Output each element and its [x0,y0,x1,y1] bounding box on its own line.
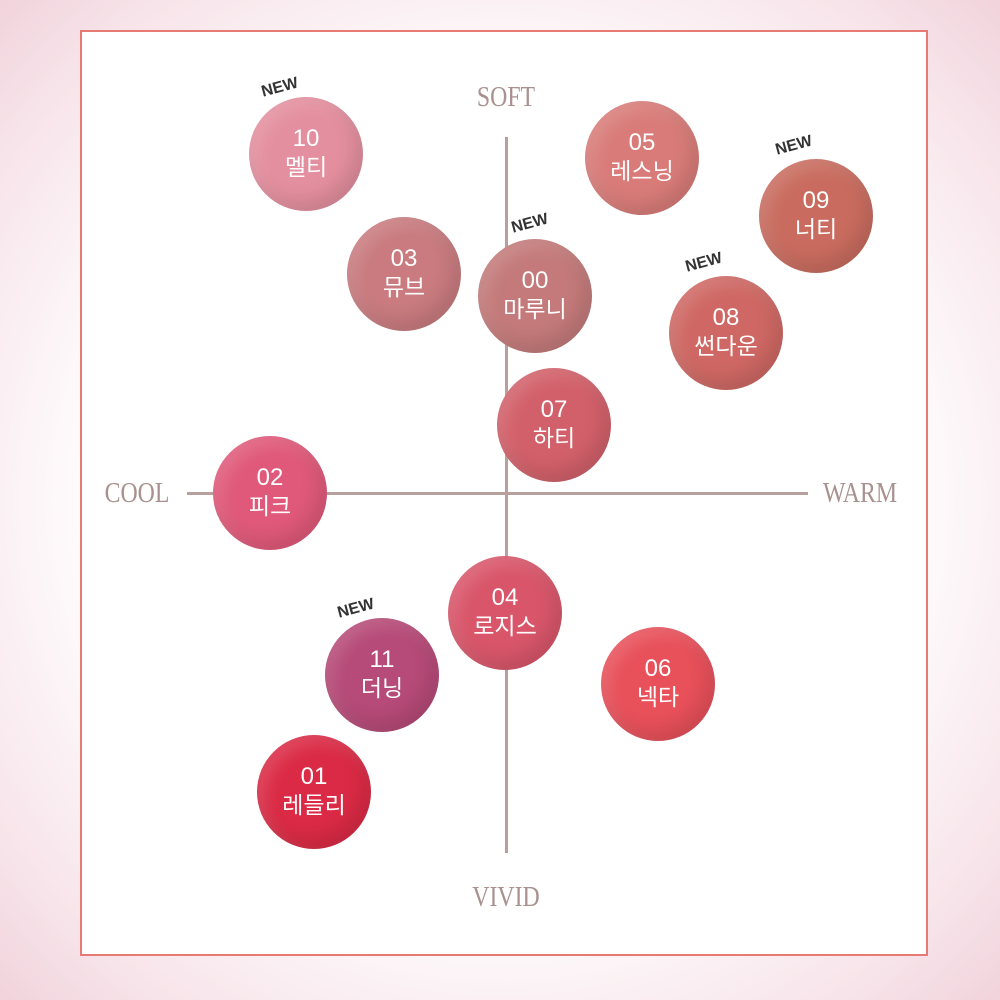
shade-name: 썬다운 [694,334,758,360]
shade-swatch-01: 01 레들리 [257,735,371,849]
shade-swatch-02: 02 피크 [213,436,327,550]
shade-number: 00 [521,267,549,294]
shade-swatch-09: 09 너티 [759,159,873,273]
shade-swatch-08: 08 썬다운 [669,276,783,390]
axis-label-soft: SOFT [476,82,536,113]
shade-name: 로지스 [473,614,537,640]
horizontal-axis [187,492,808,495]
shade-name: 더닝 [360,676,404,702]
shade-number: 10 [292,125,320,152]
shade-number: 08 [712,304,740,331]
shade-swatch-05: 05 레스닝 [585,101,699,215]
shade-swatch-03: 03 뮤브 [347,217,461,331]
shade-name: 뮤브 [382,275,426,301]
shade-name: 레들리 [282,793,346,819]
shade-swatch-11: 11 더닝 [325,618,439,732]
shade-number: 03 [390,245,418,272]
shade-name: 하티 [532,426,576,452]
shade-swatch-04: 04 로지스 [448,556,562,670]
shade-number: 09 [802,187,830,214]
shade-name: 마루니 [503,297,567,323]
shade-number: 06 [644,655,672,682]
shade-number: 05 [628,129,656,156]
shade-number: 04 [491,584,519,611]
shade-swatch-06: 06 넥타 [601,627,715,741]
shade-number: 11 [369,646,395,673]
shade-name: 멜티 [284,155,328,181]
shade-swatch-07: 07 하티 [497,368,611,482]
shade-number: 02 [256,464,284,491]
shade-name: 넥타 [636,685,680,711]
shade-name: 레스닝 [610,159,674,185]
vertical-axis [505,137,508,853]
shade-number: 01 [300,763,328,790]
axis-label-warm: WARM [822,478,898,509]
axis-label-cool: COOL [104,478,170,509]
axis-label-vivid: VIVID [472,882,540,913]
shade-swatch-10: 10 멜티 [249,97,363,211]
shade-name: 너티 [794,217,838,243]
shade-number: 07 [540,396,568,423]
shade-name: 피크 [248,494,292,520]
shade-swatch-00: 00 마루니 [478,239,592,353]
